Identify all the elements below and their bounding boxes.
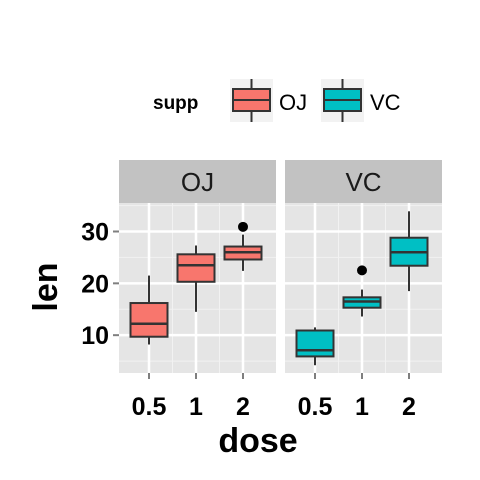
legend-title: supp: [153, 93, 198, 114]
boxplot-vc-0.5: [295, 327, 335, 366]
box: [295, 329, 335, 358]
facet-strip-label: OJ: [181, 167, 214, 197]
boxplot-vc-2: [389, 211, 429, 292]
outlier-point: [238, 221, 248, 232]
legend-key-vc: VC: [321, 79, 401, 122]
boxplot-oj-0.5: [129, 275, 169, 345]
legend-keys: OJ VC: [230, 79, 401, 122]
box: [129, 302, 169, 338]
legend: supp OJ VC: [153, 79, 401, 122]
legend-label-oj: OJ: [279, 90, 307, 115]
x-tick-label: 0.5: [298, 393, 333, 421]
boxplot-oj-1: [176, 245, 216, 312]
x-tick-label: 1: [355, 393, 369, 421]
facet-strip: [119, 160, 276, 203]
x-tick-label: 0.5: [132, 393, 167, 421]
boxplot-oj-2: [223, 221, 263, 271]
legend-key-oj: OJ: [230, 79, 307, 122]
y-axis: 10 20 30: [81, 219, 119, 350]
panel-background: [119, 203, 276, 373]
legend-label-vc: VC: [370, 90, 401, 115]
y-tick-label: 30: [81, 219, 109, 247]
x-axis-title: dose: [218, 422, 297, 460]
x-tick-label: 2: [402, 393, 416, 421]
outlier-point: [357, 265, 367, 276]
x-tick-label: 1: [189, 393, 203, 421]
y-axis-title: len: [27, 262, 65, 311]
panel-oj: OJ: [119, 160, 276, 373]
x-axis: 0.5 1 2 0.5 1 2: [132, 373, 416, 421]
panel-vc: VC: [285, 160, 442, 373]
box: [176, 253, 216, 283]
facet-strip-label: VC: [345, 167, 381, 197]
facet-strip: [285, 160, 442, 203]
y-tick-label: 20: [81, 270, 109, 298]
x-tick-label: 2: [236, 393, 250, 421]
y-tick-label: 10: [81, 322, 109, 350]
boxplot-vc-1: [342, 265, 382, 317]
facet-panels: OJ VC: [119, 160, 442, 373]
